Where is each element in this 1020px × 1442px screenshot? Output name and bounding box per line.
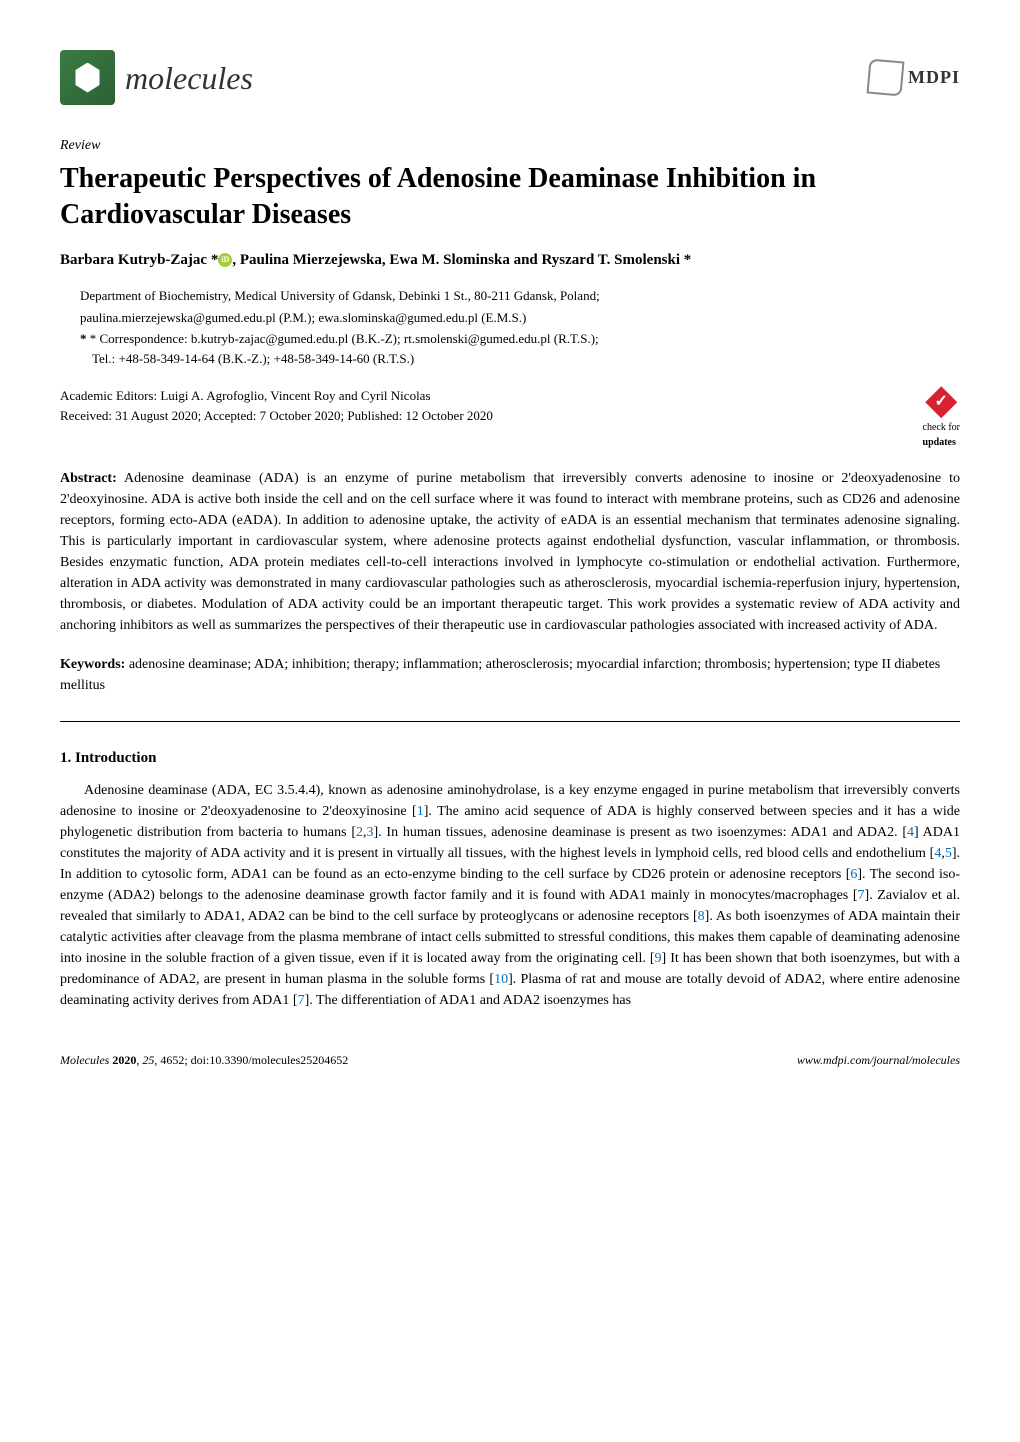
publisher-logo-block: MDPI [868,60,960,95]
footer-journal: Molecules [60,1053,109,1067]
abstract-text: Adenosine deaminase (ADA) is an enzyme o… [60,471,960,633]
mdpi-logo-icon [867,59,905,97]
footer-row: Molecules 2020, 25, 4652; doi:10.3390/mo… [60,1051,960,1069]
header-row: molecules MDPI [60,50,960,105]
correspondence-line-1: * * Correspondence: b.kutryb-zajac@gumed… [72,329,960,349]
footer-left: Molecules 2020, 25, 4652; doi:10.3390/mo… [60,1051,348,1069]
publisher-name: MDPI [908,64,960,91]
keywords-block: Keywords: adenosine deaminase; ADA; inhi… [60,654,960,696]
footer-right[interactable]: www.mdpi.com/journal/molecules [797,1051,960,1069]
correspondence-line-2: Tel.: +48-58-349-14-64 (B.K.-Z.); +48-58… [60,349,960,369]
keywords-text: adenosine deaminase; ADA; inhibition; th… [60,657,940,693]
journal-logo-block: molecules [60,50,253,105]
article-type: Review [60,135,960,156]
section-1-body: Adenosine deaminase (ADA, EC 3.5.4.4), k… [60,780,960,1011]
correspondence-text-1: * Correspondence: b.kutryb-zajac@gumed.e… [90,331,599,346]
journal-name: molecules [125,54,253,102]
publication-dates: Received: 31 August 2020; Accepted: 7 Oc… [60,406,493,426]
check-updates-icon [925,386,957,418]
article-title: Therapeutic Perspectives of Adenosine De… [60,161,960,234]
keywords-label: Keywords: [60,657,125,672]
authors-line: Barbara Kutryb-Zajac *, Paulina Mierzeje… [60,249,960,272]
orcid-icon [218,253,232,267]
footer-citation: , 25, 4652; doi:10.3390/molecules2520465… [136,1053,348,1067]
affiliation-line-2: paulina.mierzejewska@gumed.edu.pl (P.M.)… [60,308,960,328]
abstract-block: Abstract: Adenosine deaminase (ADA) is a… [60,468,960,636]
editor-info: Academic Editors: Luigi A. Agrofoglio, V… [60,386,493,425]
section-1-heading: 1. Introduction [60,747,960,770]
abstract-label: Abstract: [60,471,117,486]
check-updates-label: check forupdates [923,420,960,450]
molecules-logo-icon [60,50,115,105]
check-updates-badge[interactable]: check forupdates [923,386,960,450]
footer-year: 2020 [109,1053,136,1067]
section-divider [60,721,960,722]
academic-editors: Academic Editors: Luigi A. Agrofoglio, V… [60,386,493,406]
affiliation-line-1: Department of Biochemistry, Medical Univ… [60,286,960,306]
editor-row: Academic Editors: Luigi A. Agrofoglio, V… [60,386,960,450]
